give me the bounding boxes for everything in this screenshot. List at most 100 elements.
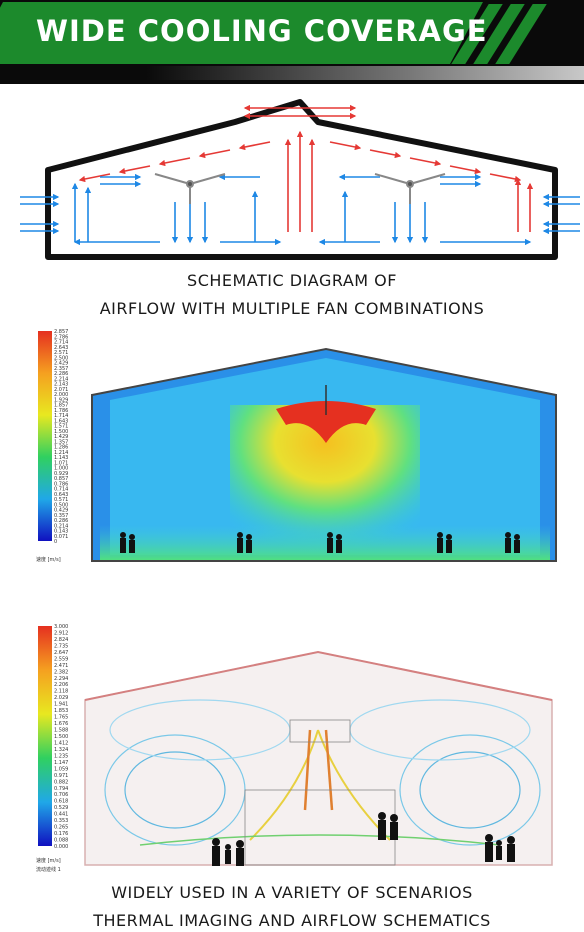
legend-tick-label: 1.059 <box>54 766 68 772</box>
legend-tick-label: 1.571 <box>54 424 68 430</box>
legend-tick-label: 1.214 <box>54 450 68 456</box>
legend-tick-label: 0.286 <box>54 518 68 524</box>
legend-tick-label: 1.143 <box>54 455 68 461</box>
legend-tick-label: 2.786 <box>54 334 68 340</box>
legend-tick-label: 0.429 <box>54 508 68 514</box>
legend-tick-label: 2.857 <box>54 329 68 335</box>
legend-tick-label: 0.857 <box>54 476 68 482</box>
legend-tick-label: 2.071 <box>54 387 68 393</box>
legend-tick-label: 2.571 <box>54 350 68 356</box>
legend-tick-label: 1.071 <box>54 460 68 466</box>
trajectory-legend-sub: 流动迹线 1 <box>36 866 61 873</box>
legend-tick-label: 1.714 <box>54 413 68 419</box>
legend-tick-label: 0.643 <box>54 492 68 498</box>
legend-tick-label: 1.941 <box>54 702 68 708</box>
fan-box <box>289 719 351 743</box>
legend-tick-label: 1.588 <box>54 728 68 734</box>
legend-tick-label: 0.000 <box>54 844 68 850</box>
trajectory-legend-labels: 3.0002.9122.8242.7352.6472.5592.4712.382… <box>54 624 68 850</box>
fan-hotspot <box>276 401 376 443</box>
legend-tick-label: 0.882 <box>54 779 68 785</box>
cool-airflow-arrows <box>20 173 580 246</box>
legend-tick-label: 2.735 <box>54 643 68 649</box>
legend-unit-label: 速度 [m/s] <box>36 556 61 563</box>
airflow-trajectory-image: 3.0002.9122.8242.7352.6472.5592.4712.382… <box>36 624 553 873</box>
legend-tick-label: 0.971 <box>54 773 68 779</box>
legend-tick-label: 0.353 <box>54 818 68 824</box>
legend-tick-label: 2.286 <box>54 371 68 377</box>
legend-tick-label: 0.714 <box>54 487 68 493</box>
trajectory-people <box>212 812 515 866</box>
legend-tick-label: 2.206 <box>54 682 68 688</box>
legend-tick-label: 0.794 <box>54 786 68 792</box>
legend-tick-label: 2.429 <box>54 361 68 367</box>
legend-tick-label: 1.235 <box>54 753 68 759</box>
legend-tick-label: 0.500 <box>54 502 68 508</box>
legend-tick-label: 2.912 <box>54 630 68 636</box>
legend-tick-label: 0.786 <box>54 481 68 487</box>
legend-tick-label: 1.500 <box>54 734 68 740</box>
legend-tick-label: 0 <box>54 539 57 545</box>
legend-tick-label: 2.500 <box>54 355 68 361</box>
legend-tick-label: 0.929 <box>54 471 68 477</box>
legend-tick-label: 0.618 <box>54 799 68 805</box>
legend-tick-label: 0.441 <box>54 812 68 818</box>
legend-tick-label: 1.676 <box>54 721 68 727</box>
building-3d <box>84 651 553 866</box>
trajectory-legend-bar <box>38 626 52 846</box>
legend-tick-label: 0.265 <box>54 825 68 831</box>
trajectory-legend-unit: 速度 [m/s] <box>36 857 61 864</box>
legend-tick-label: 2.824 <box>54 637 68 643</box>
legend-tick-label: 0.571 <box>54 497 68 503</box>
legend-tick-label: 2.471 <box>54 663 68 669</box>
legend-tick-label: 0.214 <box>54 523 68 529</box>
legend-tick-label: 0.529 <box>54 805 68 811</box>
legend-tick-label: 2.643 <box>54 345 68 351</box>
section3-caption-line2: THERMAL IMAGING AND AIRFLOW SCHEMATICS <box>93 911 491 930</box>
legend-tick-label: 1.147 <box>54 760 68 766</box>
legend-tick-label: 1.929 <box>54 397 68 403</box>
ceiling-fan-right <box>374 173 446 204</box>
legend-tick-label: 1.412 <box>54 740 68 746</box>
banner-title: WIDE COOLING COVERAGE <box>36 14 488 48</box>
legend-tick-label: 1.643 <box>54 418 68 424</box>
legend-tick-label: 0.071 <box>54 534 68 540</box>
legend-tick-label: 2.714 <box>54 340 68 346</box>
legend-tick-label: 1.786 <box>54 408 68 414</box>
legend-tick-label: 1.286 <box>54 445 68 451</box>
legend-tick-label: 0.176 <box>54 831 68 837</box>
legend-tick-label: 0.706 <box>54 792 68 798</box>
legend-tick-label: 1.857 <box>54 403 68 409</box>
section1-caption-line2: AIRFLOW WITH MULTIPLE FAN COMBINATIONS <box>99 299 485 318</box>
legend-tick-label: 2.647 <box>54 650 68 656</box>
section1-caption-line1: SCHEMATIC DIAGRAM OF <box>187 271 397 290</box>
legend-tick-label: 1.324 <box>54 747 68 753</box>
legend-tick-label: 2.029 <box>54 695 68 701</box>
thermal-cfd-image: 2.8572.7862.7142.6432.5712.5002.4292.357… <box>36 329 557 563</box>
legend-tick-label: 2.559 <box>54 656 68 662</box>
legend-tick-label: 2.143 <box>54 382 68 388</box>
legend-tick-label: 1.853 <box>54 708 68 714</box>
legend-tick-label: 1.500 <box>54 429 68 435</box>
legend-tick-label: 2.357 <box>54 366 68 372</box>
building-outline <box>45 99 558 260</box>
banner-gradient-bar <box>0 66 584 80</box>
legend-tick-label: 1.357 <box>54 439 68 445</box>
header-banner: WIDE COOLING COVERAGE <box>0 0 584 84</box>
section3-caption-line1: WIDELY USED IN A VARIETY OF SCENARIOS <box>111 883 473 902</box>
warm-airflow-arrows <box>78 104 534 232</box>
floor-airflow <box>100 525 550 560</box>
legend-tick-label: 2.118 <box>54 689 68 695</box>
velocity-legend-bar <box>38 331 52 541</box>
legend-tick-label: 1.000 <box>54 466 68 472</box>
people-silhouettes <box>120 532 520 553</box>
legend-tick-label: 2.000 <box>54 392 68 398</box>
velocity-legend-labels: 2.8572.7862.7142.6432.5712.5002.4292.357… <box>54 329 68 545</box>
legend-tick-label: 2.294 <box>54 676 68 682</box>
ceiling-fan-left <box>154 173 226 204</box>
legend-tick-label: 0.357 <box>54 513 68 519</box>
airflow-schematic-diagram <box>20 99 580 260</box>
roof-edge <box>84 650 553 701</box>
legend-tick-label: 0.088 <box>54 838 68 844</box>
legend-tick-label: 1.765 <box>54 715 68 721</box>
